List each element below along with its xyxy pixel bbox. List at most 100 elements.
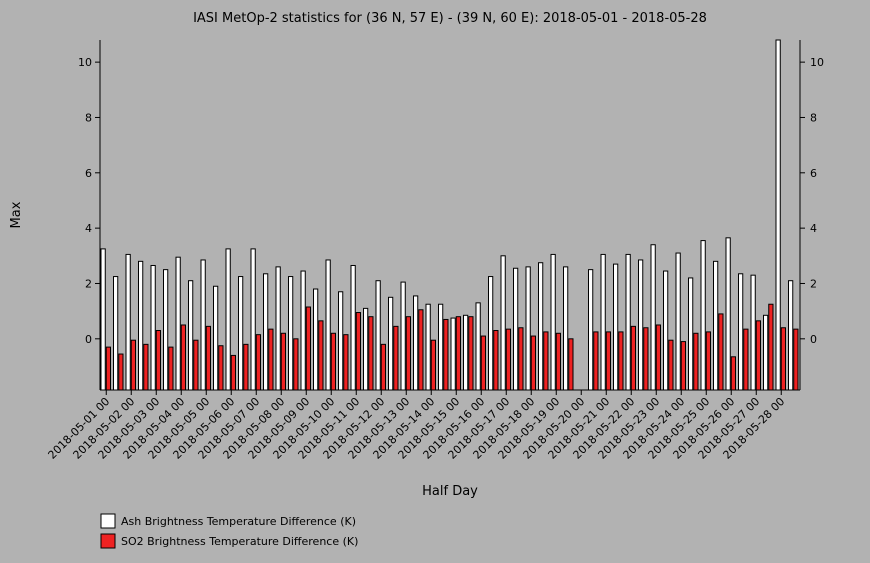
bar-so2 xyxy=(205,325,211,391)
bar-so2 xyxy=(155,330,161,391)
y-tick-label: 6 xyxy=(810,167,817,180)
bar-ash xyxy=(438,303,444,391)
bar-so2 xyxy=(530,335,536,391)
bar-so2 xyxy=(568,338,574,391)
bar-so2 xyxy=(518,327,524,391)
y-tick-label: 10 xyxy=(810,56,824,69)
bar-ash xyxy=(425,303,431,391)
bar-ash xyxy=(100,248,106,391)
bar-ash xyxy=(538,262,544,391)
bar-so2 xyxy=(180,324,186,391)
bar-so2 xyxy=(643,327,649,391)
bar-so2 xyxy=(130,339,136,391)
bar-so2 xyxy=(218,345,224,391)
bar-ash xyxy=(738,273,744,391)
bar-so2 xyxy=(668,339,674,391)
bar-ash xyxy=(700,240,706,391)
bar-ash xyxy=(350,264,356,391)
bar-ash xyxy=(563,266,569,391)
bar-ash xyxy=(375,280,381,391)
bar-so2 xyxy=(355,312,361,391)
bar-so2 xyxy=(468,316,474,391)
bar-ash xyxy=(450,317,456,391)
bar-so2 xyxy=(255,334,261,391)
bar-so2 xyxy=(480,335,486,391)
bar-so2 xyxy=(630,325,636,391)
bar-ash xyxy=(400,281,406,391)
y-tick-label: 2 xyxy=(810,277,817,290)
bar-so2 xyxy=(443,318,449,391)
bar-so2 xyxy=(343,334,349,391)
bar-so2 xyxy=(555,332,561,391)
bar-so2 xyxy=(505,328,511,391)
bar-so2 xyxy=(418,309,424,391)
y-tick-label: 8 xyxy=(810,111,817,124)
bar-ash xyxy=(188,280,194,391)
bar-ash xyxy=(775,39,781,391)
legend-swatch-so2 xyxy=(100,533,116,549)
bar-ash xyxy=(363,307,369,391)
bar-so2 xyxy=(655,324,661,391)
bar-so2 xyxy=(455,316,461,391)
bar-ash xyxy=(225,248,231,391)
bar-so2 xyxy=(305,306,311,391)
bar-ash xyxy=(625,253,631,391)
y-tick-label: 6 xyxy=(85,167,92,180)
bar-so2 xyxy=(705,331,711,391)
bar-so2 xyxy=(393,325,399,391)
bar-so2 xyxy=(730,356,736,391)
bar-ash xyxy=(688,277,694,391)
y-tick-label: 2 xyxy=(85,277,92,290)
legend-label-so2: SO2 Brightness Temperature Difference (K… xyxy=(121,535,358,548)
bar-ash xyxy=(113,276,119,391)
bar-so2 xyxy=(780,327,786,391)
bar-ash xyxy=(138,260,144,391)
legend: Ash Brightness Temperature Difference (K… xyxy=(100,513,358,549)
bar-ash xyxy=(388,296,394,391)
bar-so2 xyxy=(593,331,599,391)
bar-ash xyxy=(275,266,281,391)
y-tick-label: 4 xyxy=(810,222,817,235)
bar-so2 xyxy=(755,320,761,391)
bar-so2 xyxy=(243,343,249,391)
y-tick-label: 0 xyxy=(810,333,817,346)
bar-so2 xyxy=(793,328,799,391)
bar-ash xyxy=(475,302,481,391)
bar-so2 xyxy=(618,331,624,391)
bar-so2 xyxy=(368,316,374,391)
y-tick-label: 8 xyxy=(85,111,92,124)
bar-so2 xyxy=(193,339,199,391)
bar-ash xyxy=(600,253,606,391)
bar-ash xyxy=(550,253,556,391)
y-tick-label: 0 xyxy=(85,333,92,346)
bar-ash xyxy=(650,244,656,391)
bar-so2 xyxy=(318,320,324,391)
bar-ash xyxy=(488,276,494,391)
bar-so2 xyxy=(143,343,149,391)
bar-so2 xyxy=(330,332,336,391)
bar-so2 xyxy=(605,331,611,391)
bar-ash xyxy=(413,295,419,391)
bar-ash xyxy=(213,285,219,391)
bar-ash xyxy=(313,288,319,391)
bar-ash xyxy=(250,248,256,391)
bar-ash xyxy=(588,269,594,391)
y-tick-label: 10 xyxy=(78,56,92,69)
bar-ash xyxy=(725,237,731,391)
bar-so2 xyxy=(268,328,274,391)
legend-swatch-ash xyxy=(100,513,116,529)
y-tick-label: 4 xyxy=(85,222,92,235)
bar-so2 xyxy=(768,303,774,391)
bar-so2 xyxy=(493,330,499,391)
chart-title: IASI MetOp-2 statistics for (36 N, 57 E)… xyxy=(193,11,707,26)
bar-ash xyxy=(675,252,681,391)
bar-so2 xyxy=(743,328,749,391)
bar-ash xyxy=(288,276,294,391)
bar-ash xyxy=(663,270,669,391)
bar-so2 xyxy=(380,343,386,391)
bar-ash xyxy=(263,273,269,391)
bar-so2 xyxy=(280,332,286,391)
